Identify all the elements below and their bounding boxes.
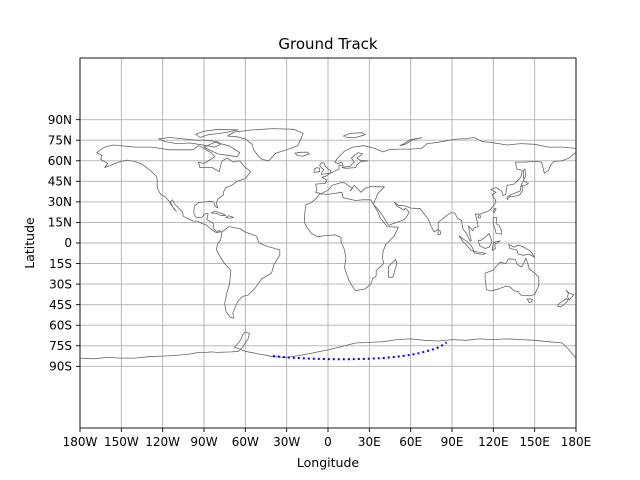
y-tick-label: 45S bbox=[49, 298, 72, 312]
x-tick-label: 150E bbox=[519, 435, 550, 449]
sri-lanka-coast bbox=[437, 229, 442, 236]
arctic-islands-coast bbox=[158, 137, 221, 148]
x-tick-label: 30W bbox=[273, 435, 300, 449]
north-america-coast bbox=[96, 144, 252, 234]
y-axis-ticks: 90N 75N 60N 45N 30N 15N 0 15S 30S 45S 60S 75S 90S bbox=[48, 113, 80, 374]
y-tick-label: 90N bbox=[48, 113, 72, 127]
siberia-north-coast bbox=[315, 137, 577, 185]
borneo-coast bbox=[477, 232, 493, 249]
hokkaido-coast bbox=[520, 180, 529, 186]
y-tick-label: 60S bbox=[49, 318, 72, 332]
antarctica-coast bbox=[79, 331, 577, 360]
africa-coast bbox=[304, 191, 399, 292]
x-tick-label: 180W bbox=[63, 435, 98, 449]
ground-track-line bbox=[272, 341, 448, 361]
y-tick-label: 30N bbox=[48, 195, 72, 209]
australia-coast bbox=[484, 257, 540, 297]
svalbard-coast bbox=[343, 132, 366, 138]
baffin-coast bbox=[203, 141, 241, 158]
ground-track-series bbox=[272, 341, 448, 361]
x-tick-label: 90E bbox=[441, 435, 464, 449]
madagascar-coast bbox=[388, 258, 398, 278]
taiwan-coast bbox=[492, 208, 497, 214]
cuba-coast bbox=[210, 210, 227, 217]
x-tick-label: 90W bbox=[190, 435, 217, 449]
novaya-zemlya-coast bbox=[399, 137, 423, 147]
y-tick-label: 15N bbox=[48, 216, 72, 230]
y-tick-label: 75S bbox=[49, 339, 72, 353]
x-axis-ticks: 180W 150W 120W 90W 60W 30W 0 30E 60E 90E 120E 150E 1… bbox=[63, 428, 592, 449]
great-britain-coast bbox=[319, 162, 331, 175]
y-tick-label: 45N bbox=[48, 175, 72, 189]
y-tick-label: 30S bbox=[49, 277, 72, 291]
chart-title: Ground Track bbox=[278, 35, 378, 53]
new-guinea-coast bbox=[508, 244, 536, 258]
tasmania-coast bbox=[526, 298, 533, 304]
y-tick-label: 60N bbox=[48, 154, 72, 168]
x-tick-label: 60E bbox=[399, 435, 422, 449]
y-tick-label: 15S bbox=[49, 257, 72, 271]
hainan-coast bbox=[477, 215, 482, 219]
south-america-coast bbox=[215, 226, 281, 319]
new-zealand-south-coast bbox=[557, 298, 569, 308]
x-tick-label: 120E bbox=[478, 435, 509, 449]
y-tick-label: 75N bbox=[48, 133, 72, 147]
greenland-coast bbox=[227, 128, 304, 162]
x-tick-label: 30E bbox=[358, 435, 381, 449]
europe-asia-coast bbox=[315, 152, 577, 242]
japan-coast bbox=[506, 185, 524, 201]
y-axis-label: Latitude bbox=[22, 217, 37, 269]
java-coast bbox=[473, 250, 487, 255]
y-tick-label: 0 bbox=[64, 236, 72, 250]
y-tick-label: 90S bbox=[49, 360, 72, 374]
baltic-coast bbox=[341, 152, 369, 169]
new-zealand-north-coast bbox=[565, 289, 575, 301]
sulawesi-coast bbox=[491, 240, 501, 251]
x-axis-label: Longitude bbox=[297, 455, 359, 470]
ireland-coast bbox=[313, 167, 321, 173]
coastlines bbox=[79, 128, 577, 360]
x-tick-label: 150W bbox=[104, 435, 139, 449]
x-tick-label: 120W bbox=[145, 435, 180, 449]
iceland-coast bbox=[294, 151, 310, 157]
hispaniola-coast bbox=[225, 215, 235, 219]
philippines-coast bbox=[492, 217, 503, 235]
x-tick-label: 60W bbox=[232, 435, 259, 449]
x-tick-label: 180E bbox=[561, 435, 592, 449]
map-plot-area bbox=[79, 57, 577, 429]
ellesmere-coast bbox=[195, 128, 239, 138]
sakhalin-coast bbox=[523, 168, 527, 181]
x-tick-label: 0 bbox=[324, 435, 332, 449]
